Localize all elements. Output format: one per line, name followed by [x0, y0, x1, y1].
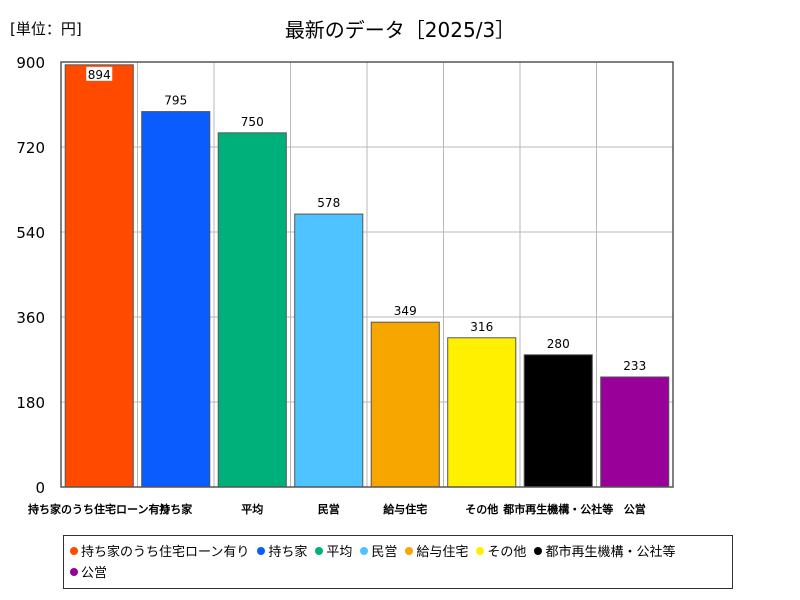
category-label: 持ち家のうち住宅ローン有り [28, 502, 170, 516]
legend-swatch [360, 546, 369, 555]
bar [141, 111, 211, 488]
bar [370, 321, 440, 488]
legend-swatch [70, 546, 78, 555]
value-label: 578 [317, 196, 340, 210]
category-label: 平均 [241, 502, 263, 516]
legend-swatch [315, 546, 324, 555]
legend-swatch [257, 546, 266, 555]
legend-label: 持ち家 [268, 545, 308, 560]
value-label: 349 [394, 304, 417, 318]
category-label: 給与住宅 [383, 502, 427, 516]
category-label: その他 [465, 502, 498, 516]
legend-item: 民営 [360, 540, 397, 561]
y-tick-label: 540 [16, 224, 45, 242]
legend-label: 平均 [326, 545, 353, 560]
unit-label: [単位：円] [10, 20, 82, 38]
legend-swatch [534, 546, 543, 555]
legend-item: 公営 [70, 561, 107, 582]
y-tick-label: 180 [16, 394, 45, 412]
legend-swatch [405, 546, 414, 555]
legend-item: 平均 [315, 540, 352, 561]
legend-item: その他 [476, 540, 526, 561]
legend-label: 民営 [371, 545, 398, 560]
category-label: 都市再生機構・公社等 [502, 502, 613, 516]
category-label: 公営 [624, 502, 646, 516]
bar [217, 132, 287, 488]
legend-item: 持ち家のうち住宅ローン有り [70, 540, 249, 561]
value-label: 316 [470, 320, 493, 334]
bar-chart: 0 180 360 540 720 900 894 持ち家のうち住宅ローン有り 795 持ち家 75… [16, 54, 674, 516]
legend: 持ち家のうち住宅ローン有り 持ち家 平均 民営 給与住宅 その他 都市再生機構・公社等公営 [63, 535, 733, 589]
value-label: 795 [164, 94, 187, 108]
bar [64, 64, 134, 488]
category-label: 民営 [318, 502, 340, 516]
value-label: 280 [547, 337, 570, 351]
legend-swatch [70, 567, 78, 576]
legend-swatch [476, 546, 485, 555]
legend-label: 持ち家のうち住宅ローン有り [81, 545, 250, 560]
legend-label: その他 [487, 545, 527, 560]
chart-title: 最新のデータ［2025/3］ [284, 18, 516, 42]
value-label: 233 [623, 359, 646, 373]
value-label-bg [86, 66, 113, 81]
category-label: 持ち家 [159, 502, 193, 516]
bar [294, 213, 364, 488]
y-tick-label: 360 [16, 309, 45, 327]
y-tick-label: 900 [16, 54, 45, 72]
legend-item: 給与住宅 [405, 540, 468, 561]
y-tick-label: 0 [35, 479, 45, 497]
plot-border [60, 61, 674, 488]
legend-item: 持ち家 [257, 540, 307, 561]
value-label: 750 [241, 115, 264, 129]
legend-label: 給与住宅 [416, 545, 469, 560]
y-tick-label: 720 [16, 139, 45, 157]
legend-label: 都市再生機構・公社等 [545, 545, 676, 560]
bar [447, 337, 517, 488]
legend-label: 公営 [81, 566, 108, 581]
bar [523, 354, 593, 488]
value-label: 894 [88, 68, 111, 82]
bar [600, 376, 670, 488]
legend-item: 都市再生機構・公社等 [534, 540, 675, 561]
